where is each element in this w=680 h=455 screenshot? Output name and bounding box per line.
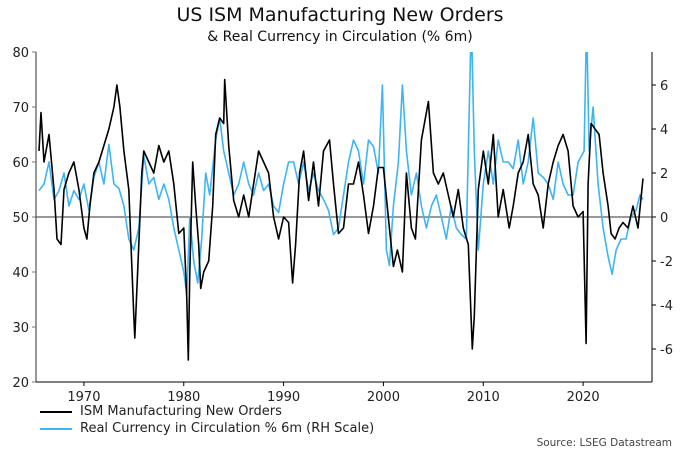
right-tick-label: 0 [660,211,668,226]
legend-swatch-black [40,410,72,413]
chart-subtitle: & Real Currency in Circulation (% 6m) [207,29,473,45]
legend-item-currency: Real Currency in Circulation % 6m (RH Sc… [40,421,374,436]
legend-label: Real Currency in Circulation % 6m (RH Sc… [80,421,375,436]
left-tick-label: 60 [12,156,29,171]
right-tick-label: 2 [660,167,668,182]
left-tick-label: 30 [12,321,29,336]
chart-title: US ISM Manufacturing New Orders [176,4,504,26]
plot-area [38,52,644,361]
left-tick-label: 40 [12,266,29,281]
source-note: Source: LSEG Datastream [536,437,672,449]
right-tick-label: -4 [660,299,673,314]
right-tick-label: -6 [660,343,673,358]
left-tick-label: 50 [12,211,29,226]
x-tick-label: 1990 [267,390,300,405]
series-line-real-currency [38,52,644,295]
legend-label: ISM Manufacturing New Orders [80,404,282,419]
x-tick-label: 1980 [167,390,200,405]
legend-item-ism: ISM Manufacturing New Orders [40,404,282,419]
left-tick-label: 80 [12,46,29,61]
right-tick-label: 4 [660,123,668,138]
x-tick-label: 2020 [567,390,600,405]
axes: 20 30 40 50 60 70 80 -6 -4 -2 0 2 4 6 1970 1980 1990 2000… [12,46,673,405]
x-tick-label: 2000 [367,390,400,405]
legend-swatch-blue [40,427,72,430]
x-tick-label: 1970 [67,390,100,405]
x-tick-label: 2010 [467,390,500,405]
series-line-ism-new-orders [38,78,644,361]
right-tick-label: 6 [660,79,668,94]
right-tick-label: -2 [660,255,673,270]
left-tick-label: 70 [12,101,29,116]
left-tick-label: 20 [12,376,29,391]
